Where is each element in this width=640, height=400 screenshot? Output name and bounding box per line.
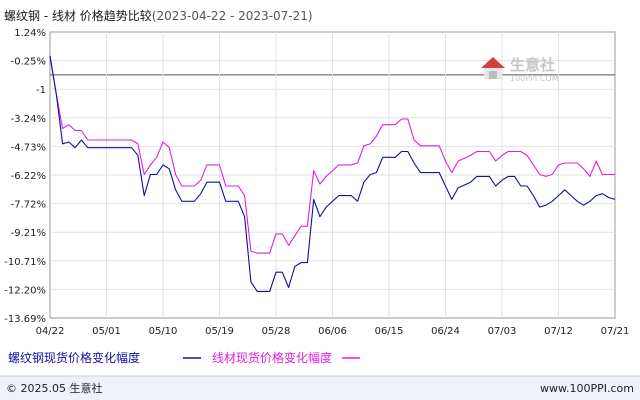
- y-axis-ticks: 1.24% -0.25% -1 -3.24% -4.73% -6.22% -7.72% -9.…: [4, 28, 46, 325]
- footer-copyright: © 2025.05 生意社: [6, 381, 102, 395]
- house-logo-icon: [481, 57, 505, 79]
- legend-label: 螺纹钢现货价格变化幅度: [8, 350, 140, 365]
- watermark-name: 生意社: [510, 56, 555, 74]
- x-tick-label: 06/24: [431, 326, 460, 337]
- footer-band: [0, 376, 640, 400]
- series-line-2: [49, 55, 615, 254]
- x-axis-ticks: 04/22 05/01 05/10 05/19 05/28 06/06 06/15 06/24…: [36, 326, 630, 337]
- series-lines: [49, 55, 616, 292]
- legend-label: 线材现货价格变化幅度: [212, 350, 332, 365]
- chart-title-range: (2023-04-22 - 2023-07-21): [152, 9, 313, 23]
- x-tick-label: 07/12: [544, 326, 573, 337]
- x-tick-label: 05/10: [149, 326, 178, 337]
- x-tick-label: 07/03: [488, 326, 517, 337]
- y-tick-label: -12.20%: [4, 285, 46, 296]
- series-line-1: [49, 55, 616, 292]
- footer-site: www.100PPI.com: [540, 382, 634, 395]
- x-tick-label: 05/19: [205, 326, 234, 337]
- y-tick-label: -6.22%: [11, 171, 46, 182]
- grid-lines: [50, 32, 615, 318]
- y-tick-label: -4.73%: [11, 142, 46, 153]
- watermark: 生意社 100PPI.COM: [481, 56, 559, 83]
- y-tick-label: -3.24%: [11, 114, 46, 125]
- x-tick-label: 05/01: [92, 326, 121, 337]
- y-tick-label: -9.21%: [11, 228, 46, 239]
- y-tick-label: 1.24%: [14, 28, 46, 39]
- x-tick-label: 04/22: [36, 326, 65, 337]
- watermark-url: 100PPI.COM: [510, 74, 559, 83]
- chart-title: 螺纹钢 - 线材 价格趋势比较(2023-04-22 - 2023-07-21): [4, 8, 313, 23]
- chart-title-main: 螺纹钢 - 线材 价格趋势比较: [4, 8, 152, 23]
- y-tick-label: -0.25%: [11, 57, 46, 68]
- y-tick-label: -7.72%: [11, 200, 46, 211]
- x-tick-label: 06/15: [375, 326, 404, 337]
- x-tick-label: 06/06: [318, 326, 347, 337]
- legend: 螺纹钢现货价格变化幅度 线材现货价格变化幅度: [8, 350, 360, 365]
- x-tick-label: 07/21: [601, 326, 630, 337]
- y-tick-label: -13.69%: [4, 314, 46, 325]
- y-tick-label: -10.71%: [4, 257, 46, 268]
- y-tick-label: -1: [36, 85, 46, 96]
- x-tick-label: 05/28: [262, 326, 291, 337]
